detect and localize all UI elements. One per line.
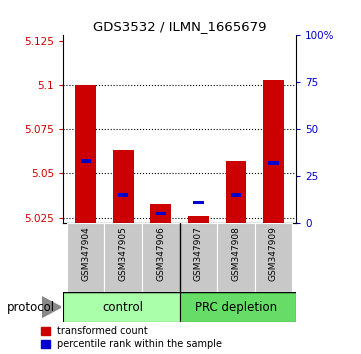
Bar <box>67 223 104 292</box>
Bar <box>63 292 180 322</box>
Bar <box>81 159 91 163</box>
Bar <box>180 292 296 322</box>
Bar <box>193 201 204 204</box>
Bar <box>255 223 292 292</box>
Bar <box>188 216 209 223</box>
Bar <box>226 161 246 223</box>
Bar <box>263 80 284 223</box>
Text: PRC depletion: PRC depletion <box>195 301 277 314</box>
Text: GSM347906: GSM347906 <box>156 227 165 281</box>
Text: GSM347907: GSM347907 <box>194 227 203 281</box>
Bar <box>180 223 217 292</box>
Bar <box>104 223 142 292</box>
Bar <box>217 223 255 292</box>
Bar <box>75 85 96 223</box>
Text: protocol: protocol <box>7 301 55 314</box>
Text: GSM347904: GSM347904 <box>81 227 90 281</box>
Text: GSM347905: GSM347905 <box>119 227 128 281</box>
Legend: transformed count, percentile rank within the sample: transformed count, percentile rank withi… <box>41 326 222 349</box>
Bar <box>156 212 166 215</box>
Bar <box>268 161 279 165</box>
Polygon shape <box>42 297 61 318</box>
Title: GDS3532 / ILMN_1665679: GDS3532 / ILMN_1665679 <box>93 20 266 33</box>
Bar <box>113 150 134 223</box>
Bar <box>142 223 180 292</box>
Text: control: control <box>103 301 144 314</box>
Bar <box>118 193 129 196</box>
Text: GSM347909: GSM347909 <box>269 227 278 281</box>
Text: GSM347908: GSM347908 <box>231 227 240 281</box>
Bar <box>151 204 171 223</box>
Bar <box>231 193 241 196</box>
